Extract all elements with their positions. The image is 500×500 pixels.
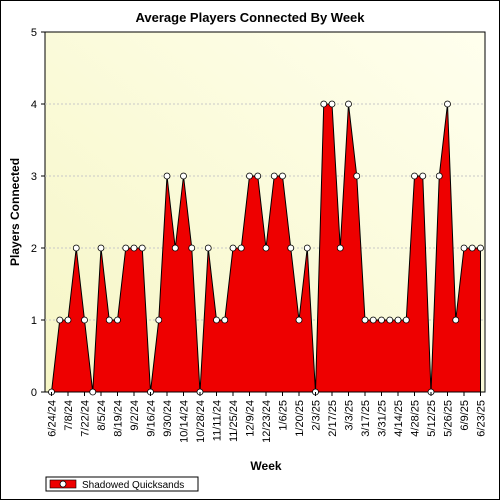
x-axis-label: Week xyxy=(250,459,281,473)
data-point xyxy=(444,100,451,108)
x-tick-label: 5/12/25 xyxy=(426,400,438,437)
y-tick-label: 0 xyxy=(31,387,37,399)
data-point xyxy=(295,316,303,324)
x-axis-ticks: 6/24/24 7/8/24 7/22/24 8/5/24 8/19/24 9/2/24 9… xyxy=(47,392,488,443)
y-tick-label: 3 xyxy=(31,171,37,183)
data-point xyxy=(114,316,121,324)
data-point xyxy=(180,172,187,180)
data-point xyxy=(188,244,196,252)
data-point xyxy=(328,100,336,108)
x-tick-label: 4/28/25 xyxy=(410,400,422,437)
y-axis-ticks: 0 1 2 3 4 5 xyxy=(31,27,45,399)
data-point xyxy=(270,172,278,180)
y-axis-label: Players Connected xyxy=(8,158,22,266)
data-point xyxy=(122,244,130,252)
x-tick-label: 9/30/24 xyxy=(162,400,174,437)
data-point xyxy=(221,316,229,324)
x-tick-label: 5/26/25 xyxy=(443,400,455,437)
y-tick-label: 2 xyxy=(31,243,37,255)
legend: Shadowed Quicksands xyxy=(45,476,199,492)
series-points xyxy=(48,100,484,396)
data-point xyxy=(303,244,311,252)
data-point xyxy=(138,244,146,252)
data-point xyxy=(419,172,427,180)
x-tick-label: 9/16/24 xyxy=(146,400,158,437)
x-tick-label: 2/17/25 xyxy=(327,400,339,437)
data-point xyxy=(130,244,138,252)
data-point xyxy=(56,316,64,324)
x-tick-label: 11/11/24 xyxy=(212,400,224,441)
data-point xyxy=(155,316,163,324)
x-tick-label: 7/8/24 xyxy=(63,400,75,431)
x-tick-label: 1/20/25 xyxy=(294,400,306,437)
x-tick-label: 4/14/25 xyxy=(393,400,405,437)
data-point xyxy=(468,244,476,252)
x-tick-label: 3/17/25 xyxy=(360,400,372,437)
data-point xyxy=(287,244,295,252)
legend-marker xyxy=(59,480,67,488)
data-point xyxy=(320,100,328,108)
data-point xyxy=(435,172,443,180)
data-point xyxy=(213,316,220,324)
x-tick-label: 12/23/24 xyxy=(261,400,273,443)
data-point xyxy=(163,172,171,180)
data-point xyxy=(386,316,394,324)
x-tick-label: 9/2/24 xyxy=(129,400,141,431)
legend-label: Shadowed Quicksands xyxy=(82,480,184,491)
data-point xyxy=(279,172,286,180)
y-tick-label: 5 xyxy=(31,27,37,39)
data-point xyxy=(353,172,361,180)
x-tick-label: 3/31/25 xyxy=(377,400,389,437)
data-point xyxy=(460,244,468,252)
x-tick-label: 6/23/25 xyxy=(476,400,488,437)
data-point xyxy=(394,316,402,324)
data-point xyxy=(361,316,369,324)
x-tick-label: 3/3/25 xyxy=(344,400,356,431)
x-tick-label: 10/28/24 xyxy=(195,400,207,443)
legend-box xyxy=(45,476,199,492)
data-point xyxy=(237,244,245,252)
data-point xyxy=(171,244,179,252)
data-point xyxy=(254,172,262,180)
x-tick-label: 1/6/25 xyxy=(278,400,290,431)
x-tick-label: 11/25/24 xyxy=(228,400,240,442)
data-point xyxy=(452,316,460,324)
data-point xyxy=(336,244,344,252)
x-tick-label: 10/14/24 xyxy=(179,400,191,443)
chart-title: Average Players Connected By Week xyxy=(135,10,365,25)
data-point xyxy=(411,172,418,180)
data-point xyxy=(477,244,484,252)
data-point xyxy=(378,316,385,324)
y-tick-label: 1 xyxy=(31,315,37,327)
data-point xyxy=(369,316,377,324)
data-point xyxy=(229,244,237,252)
x-tick-label: 6/9/25 xyxy=(459,400,471,431)
x-tick-label: 6/24/24 xyxy=(47,400,59,437)
data-point xyxy=(262,244,270,252)
data-point xyxy=(345,100,352,108)
data-point xyxy=(81,316,88,324)
data-point xyxy=(105,316,113,324)
data-point xyxy=(97,244,105,252)
data-point xyxy=(64,316,72,324)
data-point xyxy=(72,244,80,252)
data-point xyxy=(204,244,212,252)
data-point xyxy=(402,316,410,324)
data-point xyxy=(246,172,253,180)
y-tick-label: 4 xyxy=(31,99,37,111)
x-tick-label: 8/19/24 xyxy=(113,400,125,437)
x-tick-label: 7/22/24 xyxy=(80,400,92,437)
x-tick-label: 8/5/24 xyxy=(96,400,108,431)
x-tick-label: 12/9/24 xyxy=(245,400,257,437)
x-tick-label: 2/3/25 xyxy=(311,400,323,431)
data-point xyxy=(89,388,97,396)
